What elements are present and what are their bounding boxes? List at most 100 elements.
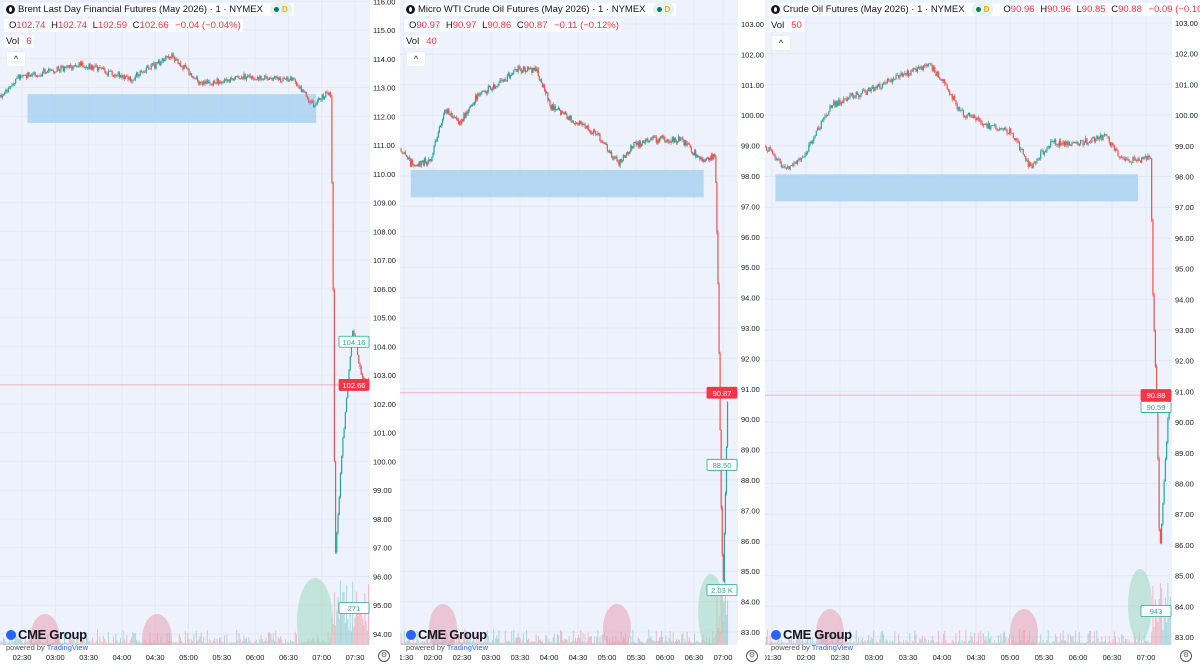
price-axis[interactable] bbox=[370, 0, 400, 667]
candle-body bbox=[678, 136, 680, 142]
market-status-badge[interactable]: D bbox=[269, 3, 292, 16]
volume-bar bbox=[194, 642, 196, 645]
tradingview-link[interactable]: TradingView bbox=[46, 643, 89, 652]
chart-settings-gear-icon[interactable]: ⚙ bbox=[1180, 650, 1192, 662]
symbol-row[interactable]: Brent Last Day Financial Futures (May 20… bbox=[4, 3, 294, 16]
highlight-ellipse-red[interactable] bbox=[429, 604, 457, 652]
candle-body bbox=[647, 139, 649, 142]
volume-bar bbox=[353, 626, 355, 645]
candle-body bbox=[811, 141, 814, 144]
plot-area[interactable] bbox=[400, 0, 738, 645]
candle-body bbox=[461, 119, 463, 124]
chart-panel-micro-wti[interactable]: 103.00 102.00 101.00 100.00 99.00 98.00 97.00 9… bbox=[400, 0, 765, 667]
chart-settings-gear-icon[interactable]: ⚙ bbox=[378, 650, 390, 662]
volume-bar bbox=[77, 637, 79, 645]
candle-body bbox=[969, 113, 971, 116]
tradingview-link[interactable]: TradingView bbox=[446, 643, 489, 652]
chart-panel-crude-oil[interactable]: 103.00 102.00 101.00 100.00 99.00 98.00 97.00 9… bbox=[765, 0, 1200, 667]
support-zone-rectangle[interactable] bbox=[775, 174, 1139, 202]
candle-body bbox=[269, 78, 271, 80]
symbol-title[interactable]: Crude Oil Futures (May 2026) · 1 · NYMEX bbox=[783, 4, 965, 15]
volume-bar bbox=[114, 642, 116, 645]
candle-body bbox=[421, 160, 423, 162]
highlight-ellipse-green[interactable] bbox=[297, 578, 333, 666]
candle-body bbox=[78, 62, 80, 68]
collapse-legend-button[interactable]: ^ bbox=[6, 51, 26, 67]
volume-bar bbox=[969, 640, 971, 645]
volume-legend[interactable]: Vol 40 bbox=[404, 35, 439, 48]
powered-by-tradingview[interactable]: powered by TradingView bbox=[406, 643, 488, 652]
support-zone-rectangle[interactable] bbox=[410, 169, 704, 198]
candle-body bbox=[414, 165, 416, 167]
time-axis[interactable] bbox=[400, 645, 765, 667]
candle-body bbox=[634, 142, 636, 143]
collapse-legend-button[interactable]: ^ bbox=[406, 51, 426, 67]
candle-body bbox=[40, 75, 42, 77]
price-axis[interactable] bbox=[738, 0, 765, 667]
powered-by-tradingview[interactable]: powered by TradingView bbox=[6, 643, 88, 652]
tradingview-link[interactable]: TradingView bbox=[811, 643, 854, 652]
candle-body bbox=[667, 139, 669, 142]
candle-body bbox=[975, 117, 977, 121]
candle-body bbox=[469, 106, 471, 109]
time-axis[interactable] bbox=[0, 645, 400, 667]
powered-by-tradingview[interactable]: powered by TradingView bbox=[771, 643, 853, 652]
candle-body bbox=[1073, 142, 1075, 144]
volume-bar bbox=[919, 638, 921, 645]
volume-bar bbox=[409, 639, 411, 645]
volume-bar bbox=[1061, 639, 1063, 645]
symbol-title[interactable]: Brent Last Day Financial Futures (May 20… bbox=[18, 4, 263, 15]
volume-legend[interactable]: Vol 50 bbox=[769, 19, 804, 32]
volume-bar bbox=[582, 632, 584, 645]
chart-canvas[interactable]: 116.00115.00114.00113.00112.00111.00110.… bbox=[0, 0, 400, 667]
volume-bar bbox=[650, 636, 652, 645]
symbol-row[interactable]: Crude Oil Futures (May 2026) · 1 · NYMEX… bbox=[769, 3, 1200, 16]
candle-body bbox=[510, 75, 512, 78]
plot-area[interactable] bbox=[765, 0, 1172, 645]
volume-legend[interactable]: Vol 6 bbox=[4, 35, 34, 48]
volume-bar bbox=[228, 642, 230, 645]
market-status-badge[interactable]: D bbox=[652, 3, 675, 16]
cme-group-logo[interactable]: CME Group bbox=[6, 627, 87, 642]
candle-body bbox=[813, 137, 815, 142]
volume-bar bbox=[630, 636, 632, 645]
candle-body bbox=[1152, 219, 1154, 295]
volume-bar bbox=[1072, 635, 1074, 645]
volume-bar bbox=[843, 641, 845, 645]
price-axis[interactable] bbox=[1172, 0, 1200, 667]
symbol-title[interactable]: Micro WTI Crude Oil Futures (May 2026) ·… bbox=[418, 4, 646, 15]
market-status-badge[interactable]: D bbox=[971, 3, 994, 16]
cme-group-logo[interactable]: CME Group bbox=[771, 627, 852, 642]
ohlc-row: O102.74 H102.74 L102.59 C102.66 −0.04 (−… bbox=[4, 19, 243, 32]
support-zone-rectangle[interactable] bbox=[27, 94, 317, 123]
symbol-row[interactable]: Micro WTI Crude Oil Futures (May 2026) ·… bbox=[404, 3, 677, 16]
candle-body bbox=[1133, 156, 1135, 160]
volume-value: 6 bbox=[26, 36, 32, 47]
candle-body bbox=[810, 141, 812, 144]
volume-bar bbox=[178, 634, 180, 645]
volume-bar bbox=[678, 639, 680, 645]
cme-group-logo[interactable]: CME Group bbox=[406, 627, 487, 642]
volume-bar bbox=[126, 634, 128, 645]
volume-bar bbox=[289, 639, 291, 645]
collapse-legend-button[interactable]: ^ bbox=[771, 35, 791, 51]
candle-body bbox=[508, 73, 511, 78]
highlight-ellipse-green[interactable] bbox=[1128, 569, 1152, 641]
chart-canvas[interactable]: 103.00102.00101.00100.0099.0098.0097.009… bbox=[400, 0, 765, 667]
highlight-ellipse-red[interactable] bbox=[603, 604, 631, 652]
time-axis[interactable] bbox=[765, 645, 1200, 667]
time-tick-label: 02:00 bbox=[424, 653, 443, 662]
chart-canvas[interactable]: 103.00102.00101.00100.0099.0098.0097.009… bbox=[765, 0, 1200, 667]
chart-panel-brent[interactable]: 116.00 115.00 114.00 113.00 112.00 111.00 110.… bbox=[0, 0, 400, 667]
candle-body bbox=[1048, 145, 1051, 148]
candle-body bbox=[527, 67, 529, 72]
volume-bar bbox=[559, 642, 561, 645]
chart-settings-gear-icon[interactable]: ⚙ bbox=[746, 650, 758, 662]
candle-body bbox=[548, 99, 550, 101]
candle-body bbox=[412, 160, 414, 165]
candle-body bbox=[463, 113, 465, 122]
candle-body bbox=[1070, 145, 1072, 147]
volume-bar bbox=[216, 638, 218, 645]
volume-bar bbox=[1100, 641, 1102, 645]
candle-body bbox=[540, 79, 543, 83]
